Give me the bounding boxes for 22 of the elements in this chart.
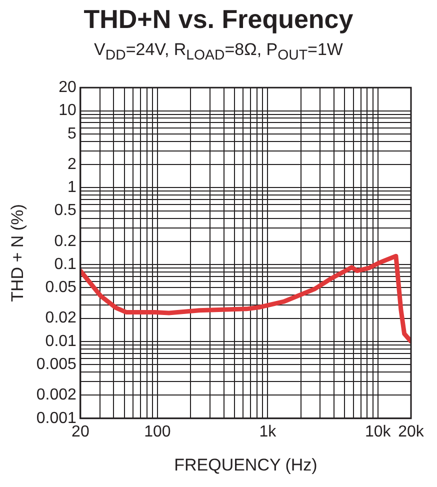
chart-title: THD+N vs. Frequency: [82, 4, 354, 35]
y-tick-label: 0.005: [36, 356, 77, 374]
y-tick-label: 1: [68, 179, 77, 196]
y-tick-label: 0.2: [54, 232, 77, 250]
y-tick-label: 0.1: [54, 256, 77, 273]
y-tick-label: 5: [68, 125, 77, 142]
y-tick-label: 0.05: [45, 279, 77, 296]
y-tick-label: 0.5: [54, 202, 77, 220]
y-tick-label: 0.002: [36, 386, 77, 404]
y-tick-label: 2: [68, 156, 77, 173]
x-tick-label: 20k: [398, 423, 425, 440]
chart-subtitle: V$_{DD}$=24V, R$_{LOAD}$=8Ω, P$_{OUT}$=1W: [93, 40, 344, 64]
y-tick-label: 10: [58, 102, 77, 120]
y-axis-title: THD + N (%): [8, 204, 27, 302]
y-tick-label: 0.001: [36, 410, 77, 427]
x-axis-title: FREQUENCY (Hz): [174, 455, 318, 474]
y-tick-label: 20: [58, 79, 77, 96]
x-tick-label: 10k: [364, 423, 392, 440]
x-tick-label: 1k: [259, 423, 278, 440]
x-tick-label: 100: [144, 423, 171, 440]
y-tick-label: 0.02: [45, 310, 77, 327]
y-tick-label: 0.01: [45, 332, 77, 350]
